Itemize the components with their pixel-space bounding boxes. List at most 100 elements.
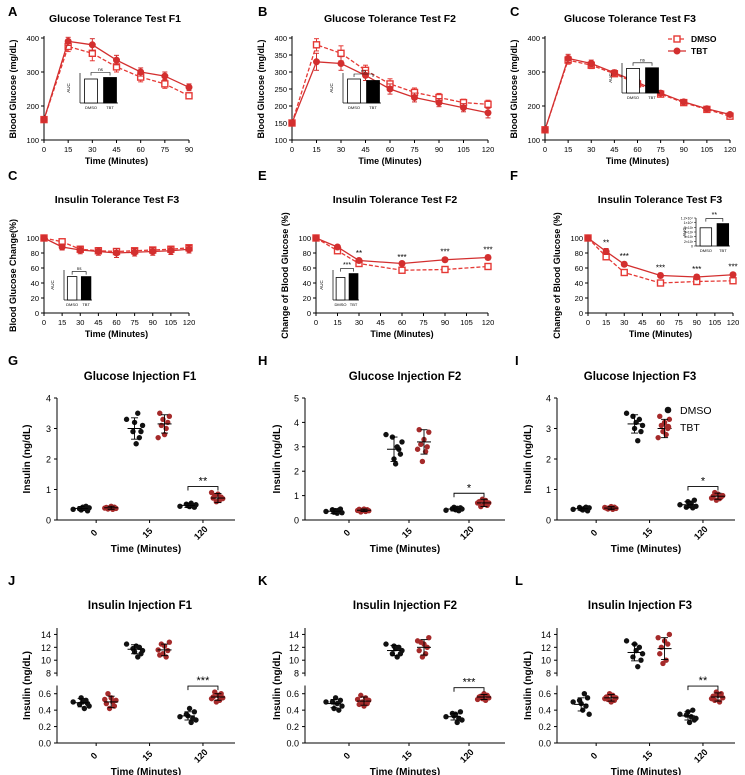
dot-tbt [356,701,362,708]
x-tick-label: 15 [140,749,154,763]
y-tick-label: 60 [575,264,583,273]
dot-tbt [474,696,481,703]
dot-tbt [666,416,673,423]
inset-sig-label: ns [640,57,646,62]
dot-dmso [570,699,576,705]
x-tick-label: 0 [589,751,600,762]
dot-tbt [666,631,673,638]
y-axis-label: Change of Blood Glucose (%) [552,212,562,339]
x-tick-label: 90 [441,318,449,327]
data-point-tbt [386,85,394,93]
data-point-tbt [584,234,592,242]
dot-tbt [655,634,661,641]
dot-tbt [602,695,608,702]
dot-tbt [165,647,171,654]
y-tick-label: 100 [274,136,287,145]
x-tick-label: 105 [709,318,722,327]
y-tick-label: 400 [26,34,39,43]
data-point-dmso [656,279,665,287]
dot-dmso [581,691,588,697]
data-point-tbt [484,109,492,117]
sig-label: *** [197,675,211,687]
data-point-tbt [185,245,193,253]
inset-sig-bracket [71,271,87,275]
y-tick-label: 3 [546,424,551,434]
y-axis-label: Insulin (ng/dL) [272,651,283,720]
y-tick-label: 80 [575,249,583,258]
x-tick-label: 45 [112,145,120,154]
x-axis-label: Time (Minutes) [611,767,681,775]
chart-title: Insulin Injection F3 [588,600,692,612]
sig-bracket [453,687,485,692]
inset-bar-dmso [626,68,640,94]
x-tick-label: 120 [458,524,476,542]
y-tick-label: 12 [289,643,299,653]
x-tick-label: 60 [136,145,144,154]
x-tick-label: 15 [640,749,654,763]
panel-letter: B [258,4,267,19]
y-tick-label: 300 [274,68,287,77]
inset-sig-bracket [90,72,111,76]
dot-tbt [657,413,663,419]
y-tick-label: 0.6 [538,689,551,699]
data-point-tbt [288,119,296,127]
sig-label: * [701,476,706,488]
x-tick-label: 90 [680,145,688,154]
dot-dmso [191,709,198,715]
y-axis-label: Blood Glucose (mg/dL) [509,40,519,139]
data-point-dmso [398,266,406,274]
y-tick-label: 8 [546,669,551,679]
chart-title: Insulin Injection F2 [353,600,457,612]
scatter-panel-0: G Glucose Injection F1 0 1 2 3 4 0 15 120 Time (Mi… [8,353,235,555]
sig-bracket [187,486,219,491]
data-point-tbt [620,260,628,268]
dot-dmso [584,695,591,701]
x-tick-label: 60 [398,318,406,327]
y-axis-label: Insulin (ng/dL) [523,425,534,494]
dot-dmso [123,641,130,647]
x-tick-label: 0 [89,751,100,762]
y-tick-label: 5 [294,394,299,404]
dot-dmso [677,502,683,508]
data-point-tbt [312,234,320,242]
inset-x-label: DMSO [700,248,712,253]
y-tick-label: 1 [46,485,51,495]
x-tick-label: 60 [386,145,394,154]
x-axis-label: Time (Minutes) [629,329,692,339]
inset-y-label: AUC [50,280,55,290]
scatter-panel-1: H Glucose Injection F2 0 1 2 3 4 5 0 15 120 Time (M… [258,353,505,555]
dot-dmso [177,503,183,509]
x-tick-label: 90 [185,145,193,154]
y-tick-label: 350 [274,51,287,60]
y-tick-label: 0.6 [286,689,299,699]
chart-title: Insulin Tolerance Test F2 [333,194,458,206]
data-point-tbt [337,60,345,67]
x-tick-label: 0 [589,528,600,539]
y-tick-label: 40 [31,279,39,288]
dot-tbt [208,489,215,496]
x-tick-label: 0 [314,318,318,327]
data-point-tbt [602,248,610,255]
x-tick-label: 90 [693,318,701,327]
data-point-tbt [411,94,418,101]
data-point-tbt [313,58,320,66]
inset-bar-tbt [366,80,380,104]
sig-bracket [187,685,219,691]
line-panel-0: A Glucose Tolerance Test F1 100 200 300 400 0 1… [8,4,193,166]
scatter-panel-4: K Insulin Injection F2 0.0 0.2 0.4 0.6 8 10 12 14… [258,573,505,775]
y-tick-label: 60 [303,264,311,273]
x-tick-label: 0 [543,145,547,154]
dot-tbt [658,422,665,429]
x-axis-label: Time (Minutes) [611,544,681,555]
data-point-tbt [58,243,66,251]
chart-title: Glucose Injection F3 [584,371,696,383]
data-point-tbt [398,260,406,267]
inset-y-tick-label: 4×10³ [684,235,694,239]
dot-dmso [586,711,592,717]
data-point-tbt [460,104,467,112]
dot-dmso [570,506,576,513]
inset-y-label: AUC [319,280,324,290]
dot-tbt [426,429,432,435]
inset-x-label: DMSO [348,105,360,110]
